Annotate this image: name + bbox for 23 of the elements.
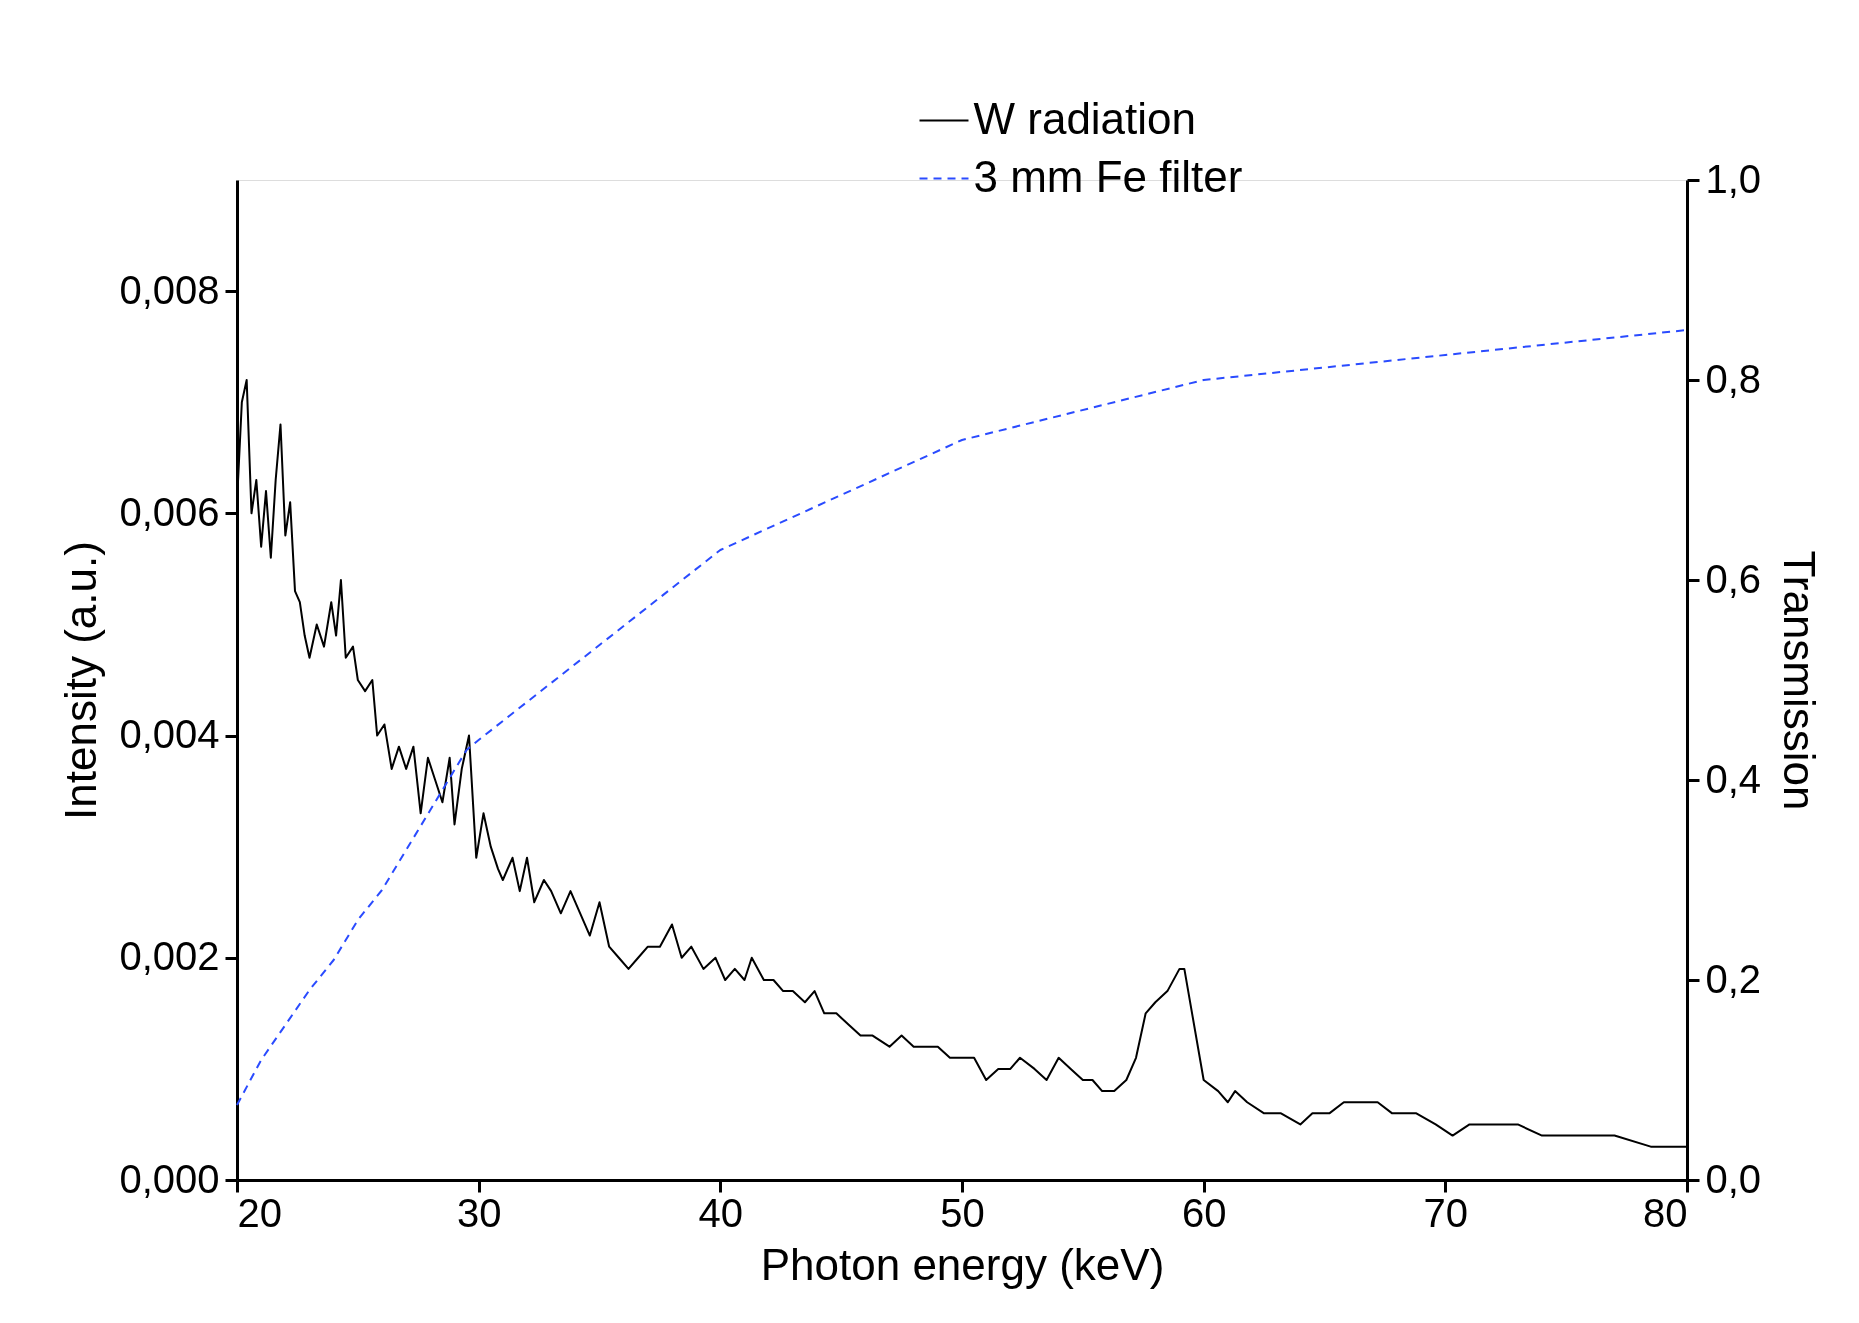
y2-tick-label: 0,2 [1705, 956, 1762, 1001]
y2-axis-title: Transmission [1775, 550, 1825, 811]
x-tick-label: 60 [1181, 1190, 1227, 1235]
y2-tick-label: 1,0 [1705, 156, 1762, 201]
y2-tick-label: 0,0 [1705, 1156, 1762, 1201]
x-tick-label: 80 [1643, 1190, 1688, 1235]
y-tick-label: 0,008 [119, 267, 220, 312]
x-tick-label: 50 [940, 1190, 985, 1235]
y-axis-title: Intensity (a.u.) [56, 541, 106, 820]
x-tick-label: 40 [698, 1190, 744, 1235]
legend-label: 3 mm Fe filter [973, 151, 1243, 201]
y2-tick-label: 0,4 [1705, 756, 1762, 801]
y2-tick-label: 0,8 [1705, 356, 1762, 401]
x-tick-label: 70 [1423, 1190, 1469, 1235]
x-axis-title: Photon energy (keV) [760, 1239, 1165, 1289]
y-tick-label: 0,006 [119, 489, 220, 534]
y-tick-label: 0,002 [119, 934, 220, 979]
x-tick-label: 30 [456, 1190, 502, 1235]
y2-tick-label: 0,6 [1705, 556, 1762, 601]
x-tick-label: 20 [237, 1190, 282, 1235]
y-tick-label: 0,004 [119, 712, 220, 757]
legend-label: W radiation [973, 93, 1197, 143]
y-tick-label: 0,000 [119, 1156, 220, 1201]
